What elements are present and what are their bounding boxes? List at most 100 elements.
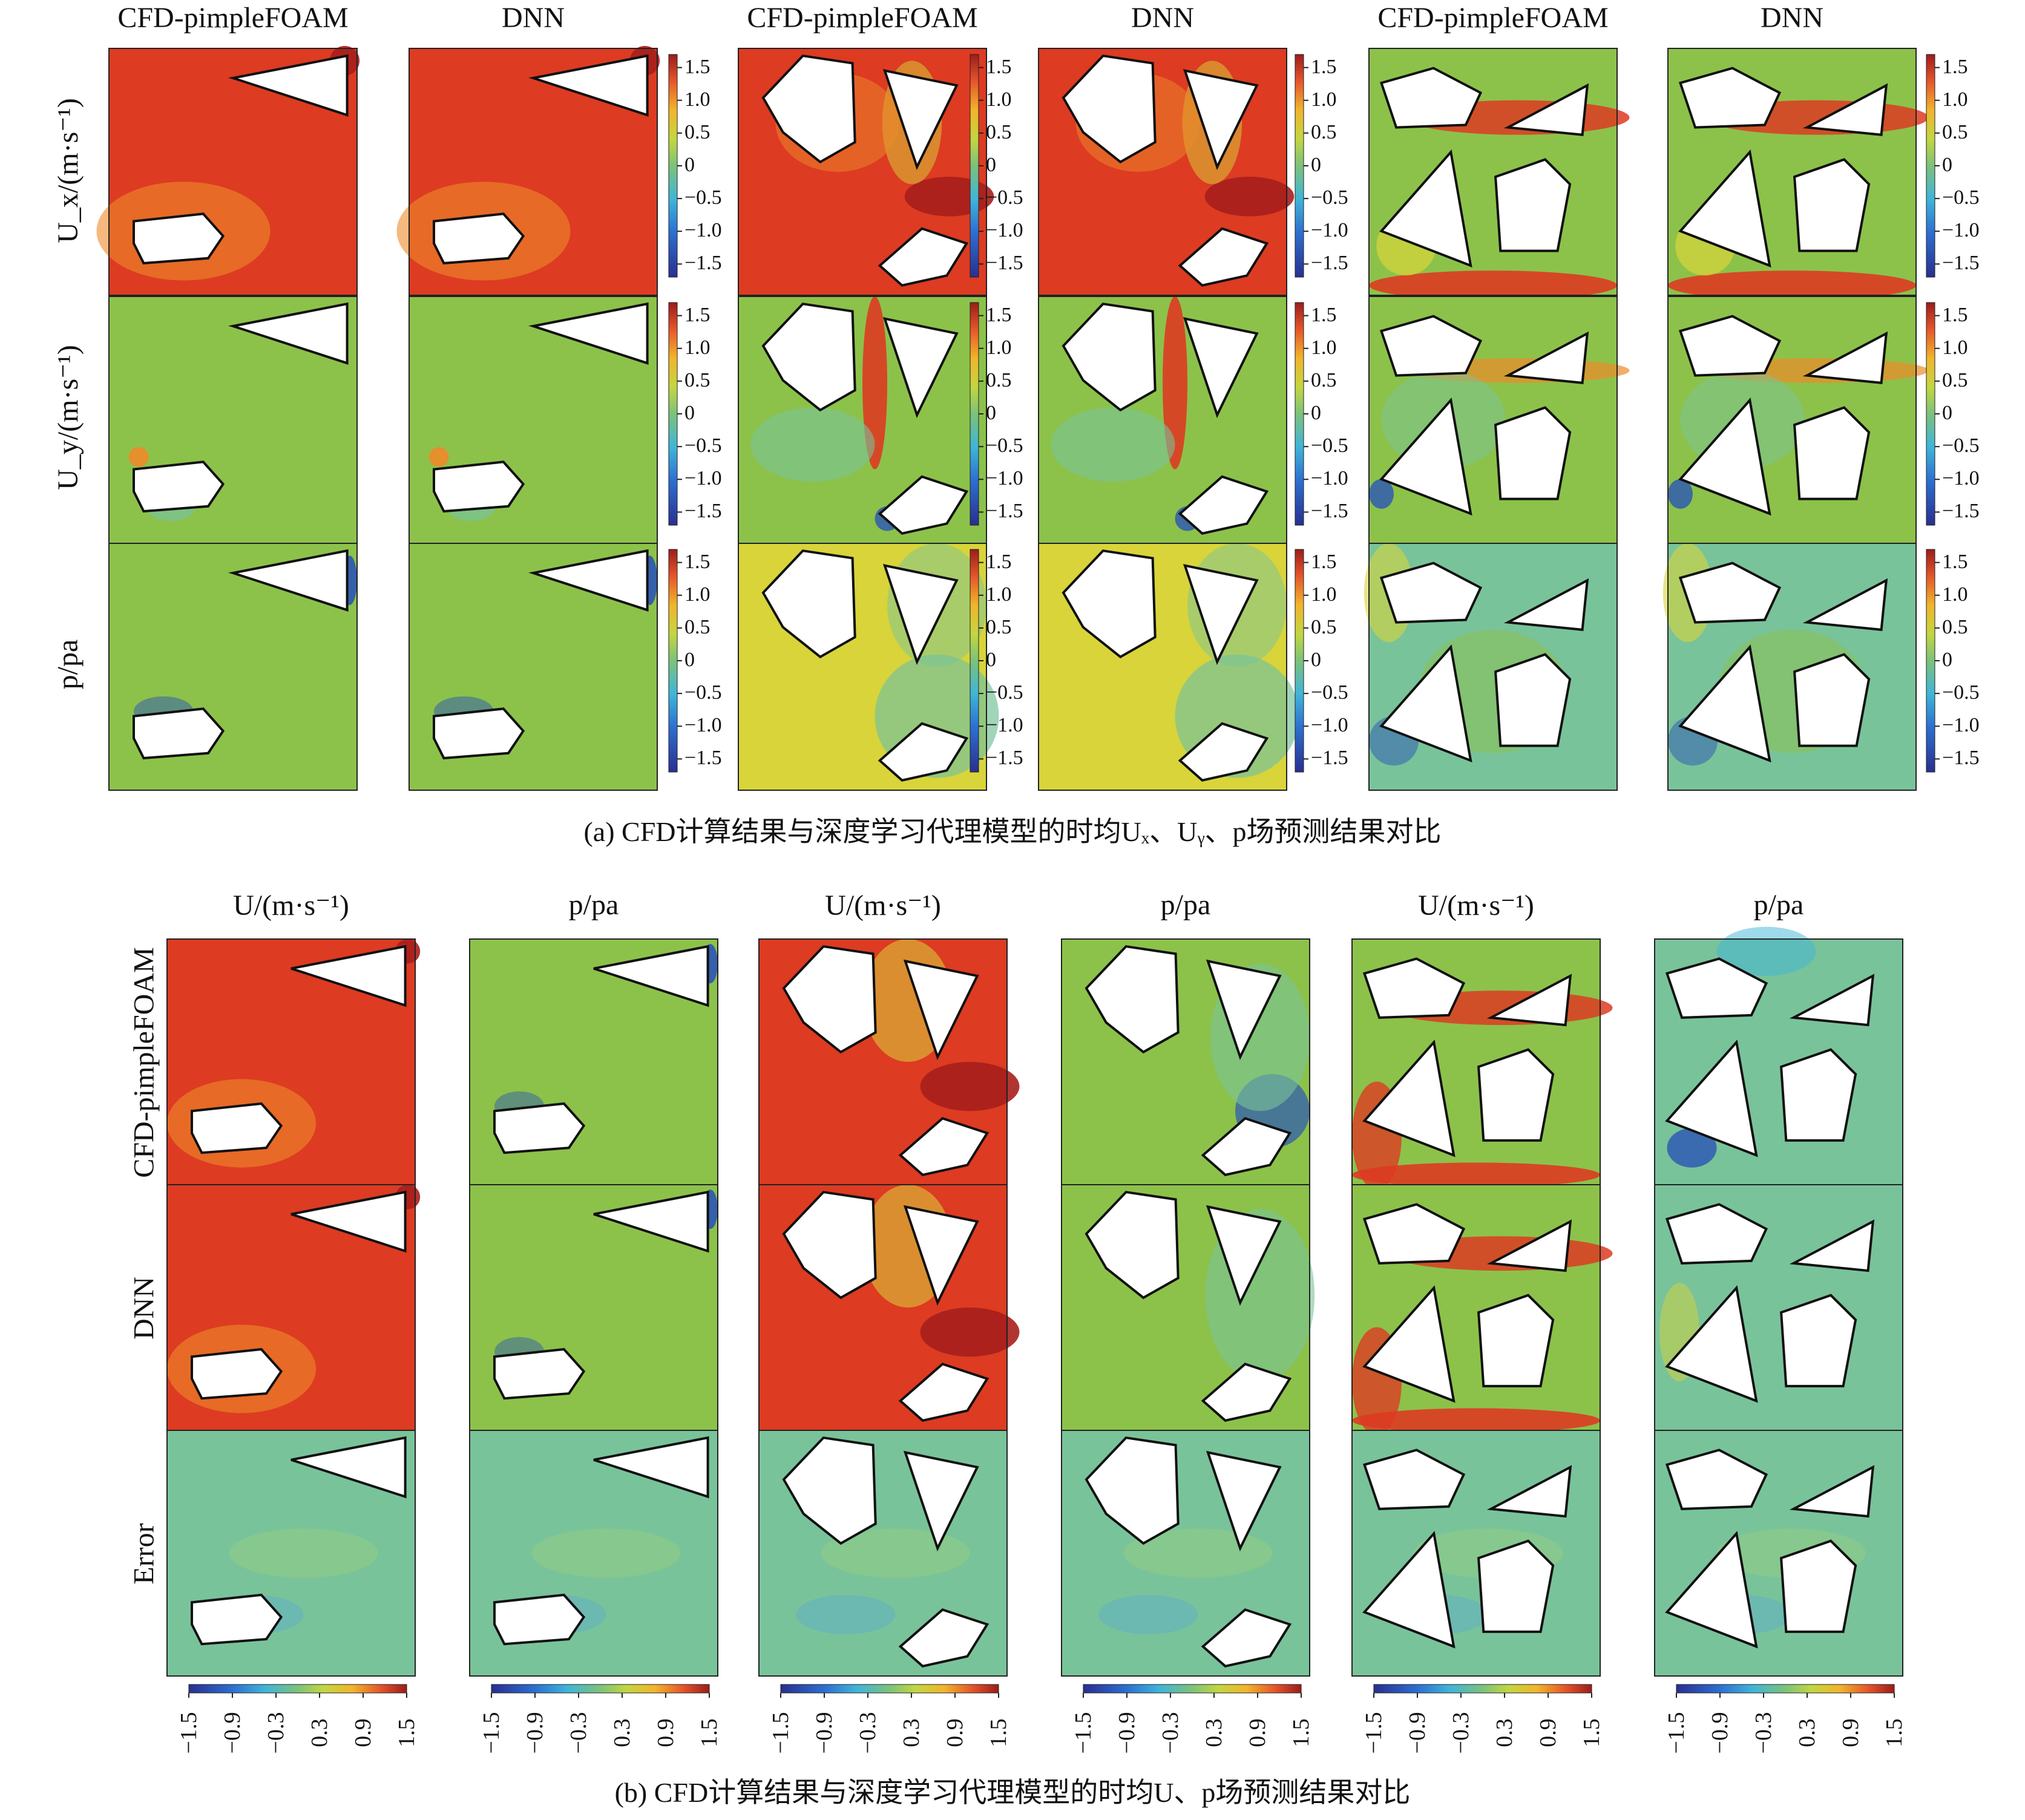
obstacle-shape bbox=[1183, 317, 1259, 419]
a-panel-r2-c2 bbox=[409, 296, 658, 544]
colorbar-tick-label: −0.5 bbox=[986, 681, 1023, 704]
colorbar-tick-label: 0.9 bbox=[1838, 1718, 1863, 1747]
b-panel-r1-c3 bbox=[758, 938, 1020, 1185]
obstacle-shape bbox=[290, 1436, 407, 1499]
a-panel-r1-c3 bbox=[738, 48, 994, 296]
a-col-header-6: DNN bbox=[1761, 2, 1823, 34]
a-row-label-ux: U_x/(m·s⁻¹) bbox=[52, 98, 84, 243]
a-panel-r1-c1 bbox=[96, 45, 360, 296]
colorbar-tick-label: 1.5 bbox=[1942, 550, 1968, 573]
obstacle-shape bbox=[1085, 1191, 1180, 1300]
colorbar bbox=[668, 54, 678, 278]
obstacle-shape bbox=[1793, 158, 1871, 252]
a-panel-r3-c6 bbox=[1662, 543, 1917, 791]
colorbar-tick-label: 0.3 bbox=[899, 1718, 924, 1747]
obstacle-shape bbox=[1486, 974, 1572, 1027]
obstacle-shape bbox=[1494, 158, 1572, 252]
b-panel-r2-c6 bbox=[1654, 1184, 1903, 1431]
colorbar-tick-label: −0.5 bbox=[1942, 434, 1980, 457]
colorbar-tick-label: 1.0 bbox=[1942, 88, 1968, 111]
colorbar-tick-label: −0.3 bbox=[855, 1712, 881, 1754]
colorbar-tick-label: 0 bbox=[1942, 402, 1952, 424]
colorbar-tick-label: −0.5 bbox=[1942, 681, 1980, 704]
obstacle-shape bbox=[1494, 653, 1572, 747]
b-panel-r3-c1 bbox=[166, 1430, 416, 1677]
colorbar-tick-label: 1.5 bbox=[986, 1718, 1011, 1747]
colorbar-tick-label: −1.5 bbox=[1942, 500, 1980, 523]
obstacle-shape bbox=[1780, 1294, 1857, 1387]
colorbar-tick-label: 0.3 bbox=[1794, 1718, 1820, 1747]
a-row-label-p: p/pa bbox=[51, 639, 84, 690]
colorbar-tick-label: 1.5 bbox=[986, 303, 1012, 326]
colorbar-tick-label: −1.0 bbox=[684, 714, 722, 737]
colorbar-tick-label: 1.5 bbox=[1311, 55, 1337, 78]
colorbar-tick-label: −1.5 bbox=[986, 252, 1023, 275]
colorbar-tick-label: 0 bbox=[684, 402, 695, 424]
obstacle-shape bbox=[133, 707, 225, 760]
b-panel-r2-c3 bbox=[758, 1184, 1020, 1431]
colorbar-tick-label: 0 bbox=[1942, 154, 1952, 176]
colorbar-tick-label: 0 bbox=[1311, 649, 1321, 671]
obstacle-shape bbox=[1665, 1285, 1758, 1403]
colorbar-tick-label: −0.5 bbox=[1311, 681, 1348, 704]
obstacle-shape bbox=[1789, 1465, 1875, 1518]
obstacle-shape bbox=[903, 959, 979, 1061]
obstacle-shape bbox=[1178, 227, 1269, 287]
colorbar-tick-label: 1.5 bbox=[1579, 1718, 1604, 1747]
obstacle-shape bbox=[1379, 397, 1472, 516]
obstacle-shape bbox=[1085, 945, 1180, 1054]
a-col-header-2: DNN bbox=[502, 2, 565, 34]
a-col-header-3: CFD-pimpleFOAM bbox=[747, 2, 978, 34]
obstacle-shape bbox=[1780, 1048, 1857, 1142]
obstacle-shape bbox=[1379, 67, 1483, 129]
obstacle-shape bbox=[761, 54, 856, 164]
obstacle-shape bbox=[290, 944, 407, 1007]
colorbar-tick-label: 0.9 bbox=[942, 1718, 968, 1747]
obstacle-shape bbox=[191, 1102, 283, 1154]
obstacle-shape bbox=[593, 1190, 709, 1253]
obstacle-shape bbox=[1802, 578, 1888, 631]
obstacle-shape bbox=[1362, 1285, 1456, 1403]
a-row-label-uy: U_y/(m·s⁻¹) bbox=[52, 345, 84, 490]
colorbar-tick-label: 1.5 bbox=[697, 1718, 722, 1747]
colorbar-tick-label: −0.9 bbox=[522, 1712, 548, 1754]
obstacle-shape bbox=[1062, 303, 1157, 412]
colorbar-tick-label: −0.9 bbox=[1114, 1712, 1140, 1754]
colorbar-tick-label: 0 bbox=[986, 154, 996, 176]
colorbar-tick-label: −0.5 bbox=[1311, 186, 1348, 209]
colorbar-tick-label: −1.5 bbox=[1311, 500, 1348, 523]
obstacle-shape bbox=[1802, 331, 1888, 384]
a-panel-r3-c4 bbox=[1038, 543, 1299, 791]
obstacle-shape bbox=[1085, 1436, 1180, 1545]
colorbar-tick-label: 1.0 bbox=[684, 88, 711, 111]
b-panel-r2-c2 bbox=[469, 1184, 718, 1431]
colorbar-tick-label: −1.5 bbox=[1942, 747, 1980, 770]
colorbar bbox=[668, 302, 678, 526]
colorbar-tick-label: −1.5 bbox=[768, 1712, 793, 1754]
colorbar-tick-label: 1.0 bbox=[1942, 336, 1968, 359]
obstacle-shape bbox=[1802, 83, 1888, 136]
colorbar bbox=[1926, 54, 1935, 278]
obstacle-shape bbox=[493, 1593, 586, 1646]
obstacle-shape bbox=[761, 303, 856, 412]
obstacle-shape bbox=[433, 707, 525, 760]
obstacle-shape bbox=[882, 564, 959, 666]
colorbar-tick-label: −0.5 bbox=[1942, 186, 1980, 209]
colorbar-tick-label: −1.5 bbox=[684, 252, 722, 275]
colorbar-tick-label: −1.5 bbox=[986, 500, 1023, 523]
colorbar-tick-label: −1.5 bbox=[684, 500, 722, 523]
a-col-header-5: CFD-pimpleFOAM bbox=[1377, 2, 1609, 34]
obstacle-shape bbox=[593, 1436, 709, 1499]
colorbar-tick-label: −0.3 bbox=[1448, 1712, 1474, 1754]
colorbar-tick-label: −0.5 bbox=[684, 434, 722, 457]
obstacle-shape bbox=[191, 1593, 283, 1646]
a-panel-r2-c1 bbox=[108, 296, 358, 544]
colorbar-tick-label: −0.3 bbox=[263, 1712, 289, 1754]
caption-b: (b) CFD计算结果与深度学习代理模型的时均U、p场预测结果对比 bbox=[614, 1777, 1411, 1808]
obstacle-shape bbox=[1183, 69, 1259, 171]
b-col-header-5: U/(m·s⁻¹) bbox=[1418, 889, 1534, 921]
obstacle-shape bbox=[1477, 1294, 1555, 1387]
colorbar-tick-label: −0.3 bbox=[566, 1712, 591, 1754]
b-panel-r1-c1 bbox=[166, 938, 421, 1185]
